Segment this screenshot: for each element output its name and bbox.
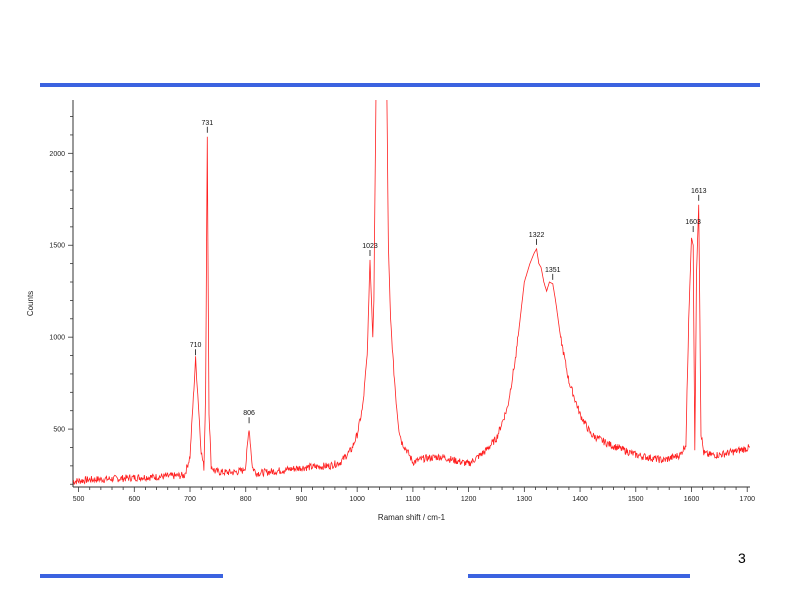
peak-label: 806 <box>243 410 255 417</box>
x-tick-label: 800 <box>240 496 252 503</box>
footer-rule-left <box>40 574 223 578</box>
x-tick-label: 700 <box>184 496 196 503</box>
x-tick-label: 900 <box>296 496 308 503</box>
y-tick-label: 1000 <box>49 335 65 342</box>
peak-label: 1322 <box>529 232 545 239</box>
y-axis-title: Counts <box>26 291 35 316</box>
peak-label: 731 <box>201 120 213 127</box>
y-tick-label: 1500 <box>49 243 65 250</box>
x-tick-label: 1400 <box>572 496 588 503</box>
x-tick-label: 1500 <box>628 496 644 503</box>
peak-label: 1603 <box>685 219 701 226</box>
x-tick-label: 1000 <box>349 496 365 503</box>
footer-rule-right <box>468 574 690 578</box>
x-tick-label: 600 <box>128 496 140 503</box>
peak-label: 1613 <box>691 188 707 195</box>
x-tick-label: 1200 <box>461 496 477 503</box>
x-tick-label: 1600 <box>684 496 700 503</box>
x-tick-label: 1700 <box>739 496 755 503</box>
title-rule-line <box>40 83 760 87</box>
peak-label: 1023 <box>362 243 378 250</box>
y-tick-label: 500 <box>53 427 65 434</box>
peak-label: 1351 <box>545 267 561 274</box>
page-number: 3 <box>738 550 746 566</box>
x-tick-label: 1100 <box>405 496 420 503</box>
peak-label: 710 <box>190 342 202 349</box>
y-tick-label: 2000 <box>49 151 65 158</box>
x-tick-label: 500 <box>73 496 85 503</box>
x-axis-title: Raman shift / cm-1 <box>378 513 446 522</box>
spectrum-line <box>73 100 750 486</box>
x-tick-label: 1300 <box>517 496 533 503</box>
